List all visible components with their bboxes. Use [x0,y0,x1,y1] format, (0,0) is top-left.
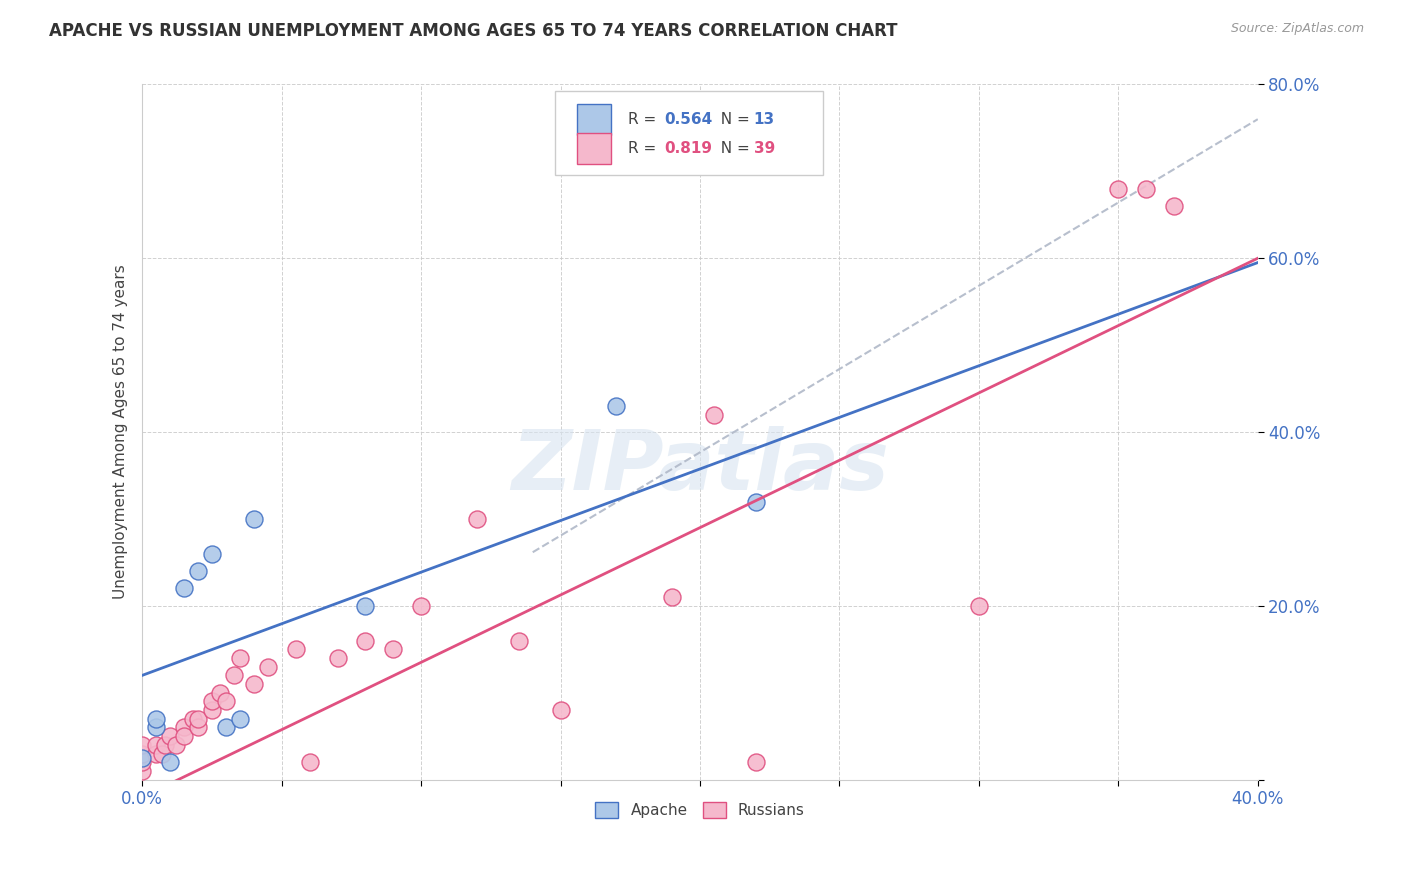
Point [145,721,167,735]
Point [131,764,153,778]
Point [326,651,349,665]
Text: Source: ZipAtlas.com: Source: ZipAtlas.com [1230,22,1364,36]
Point [256,659,278,673]
Point [201,694,224,708]
Point [201,703,224,717]
Point [550,703,572,717]
Point [145,747,167,761]
Text: 0.819: 0.819 [665,141,713,156]
Point [411,599,433,613]
Text: R =: R = [627,141,661,156]
Point [187,712,209,726]
Text: N =: N = [711,141,755,156]
Point [745,756,768,770]
Point [131,756,153,770]
Point [243,677,266,691]
Point [1135,182,1157,196]
Point [1163,199,1185,213]
Point [131,738,153,752]
Point [229,651,252,665]
Text: R =: R = [627,112,661,127]
Legend: Apache, Russians: Apache, Russians [589,796,811,824]
Point [298,756,321,770]
Point [229,712,252,726]
Point [159,729,181,743]
FancyBboxPatch shape [578,103,610,135]
Point [131,747,153,761]
Point [145,738,167,752]
Point [243,512,266,526]
Point [187,564,209,578]
Point [967,599,990,613]
Point [153,738,176,752]
Point [703,408,725,422]
Point [145,712,167,726]
Y-axis label: Unemployment Among Ages 65 to 74 years: Unemployment Among Ages 65 to 74 years [114,265,128,599]
Point [605,399,627,413]
Point [382,642,405,657]
Point [159,756,181,770]
Text: 13: 13 [754,112,775,127]
Point [745,494,768,508]
Point [215,694,238,708]
Text: N =: N = [711,112,755,127]
FancyBboxPatch shape [555,91,823,175]
Point [465,512,488,526]
Text: APACHE VS RUSSIAN UNEMPLOYMENT AMONG AGES 65 TO 74 YEARS CORRELATION CHART: APACHE VS RUSSIAN UNEMPLOYMENT AMONG AGE… [49,22,897,40]
Point [354,633,377,648]
Point [131,751,153,765]
Point [354,599,377,613]
Point [173,721,195,735]
Point [173,729,195,743]
Text: ZIPatlas: ZIPatlas [512,426,889,508]
Point [201,547,224,561]
Text: 0.564: 0.564 [665,112,713,127]
Point [661,590,683,604]
FancyBboxPatch shape [578,133,610,164]
Point [181,712,204,726]
Point [209,686,232,700]
Point [508,633,530,648]
Point [165,738,187,752]
Point [284,642,307,657]
Point [173,582,195,596]
Point [1107,182,1129,196]
Text: 39: 39 [754,141,775,156]
Point [215,721,238,735]
Point [224,668,246,682]
Point [187,721,209,735]
Point [150,747,173,761]
